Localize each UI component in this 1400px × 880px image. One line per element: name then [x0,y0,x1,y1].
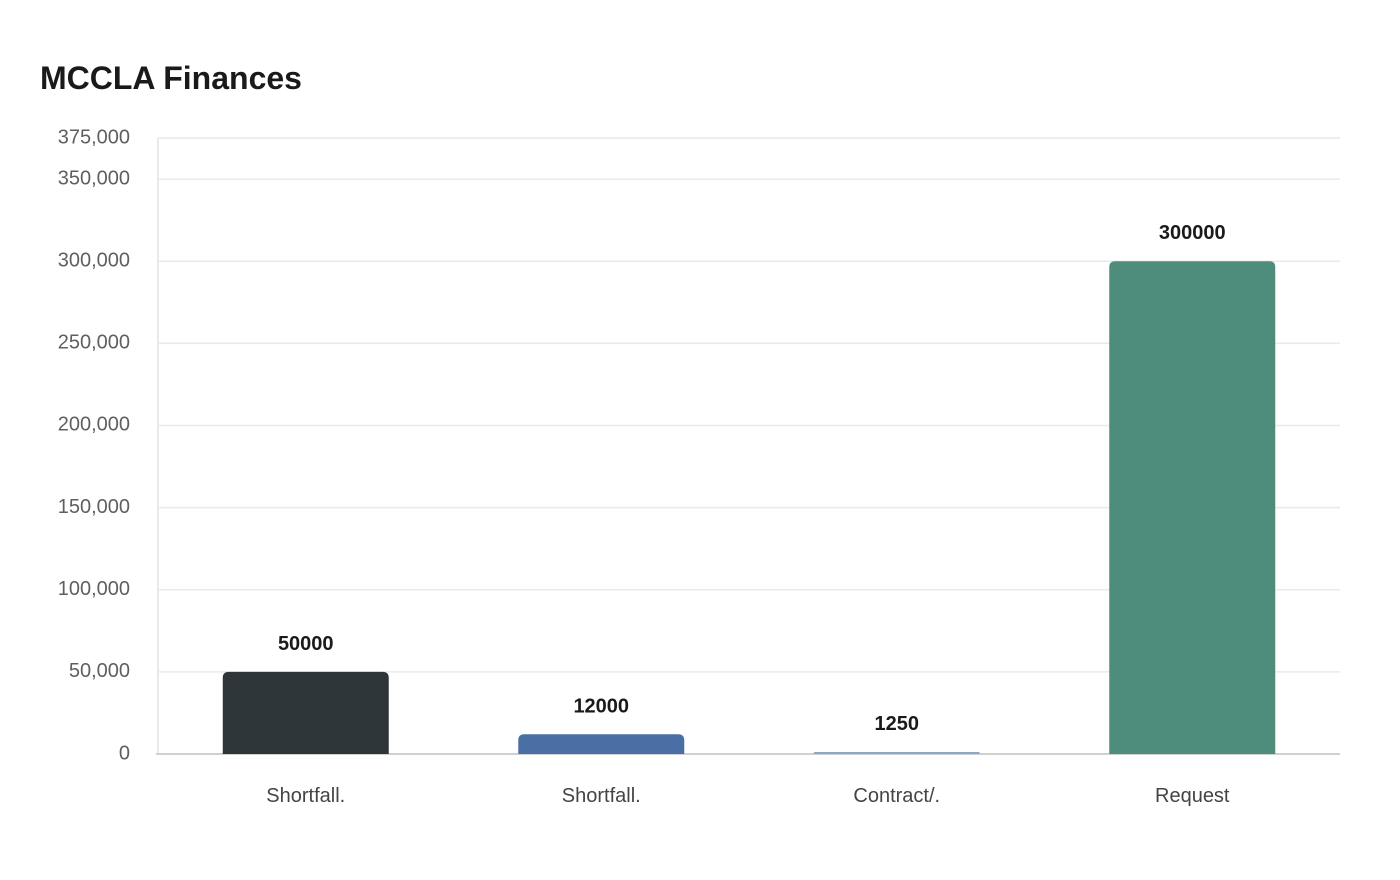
y-tick-label: 200,000 [58,414,130,436]
data-label: 50000 [278,633,334,655]
bar [518,734,685,754]
bar [222,671,389,754]
y-tick-label: 300,000 [58,249,130,271]
y-tick-label: 375,000 [58,126,130,148]
chart-title: MCCLA Finances [40,60,302,96]
x-category-label: Contract/. [853,785,940,807]
y-tick-label: 0 [119,742,130,764]
bars [222,261,1276,754]
y-tick-label: 100,000 [58,578,130,600]
bar [813,751,980,754]
data-label: 12000 [573,695,629,717]
y-tick-label: 250,000 [58,332,130,354]
x-category-label: Shortfall. [562,785,641,807]
bar [1109,261,1276,754]
data-label: 1250 [875,713,920,735]
data-label: 300000 [1159,222,1226,244]
x-category-label: Shortfall. [266,785,345,807]
y-tick-label: 50,000 [69,660,130,682]
y-tick-label: 350,000 [58,167,130,189]
x-category-label: Request [1155,785,1230,807]
labels: 0 50,000 100,000 150,000 200,000 250,000 300,0… [58,126,1230,807]
y-tick-label: 150,000 [58,496,130,518]
